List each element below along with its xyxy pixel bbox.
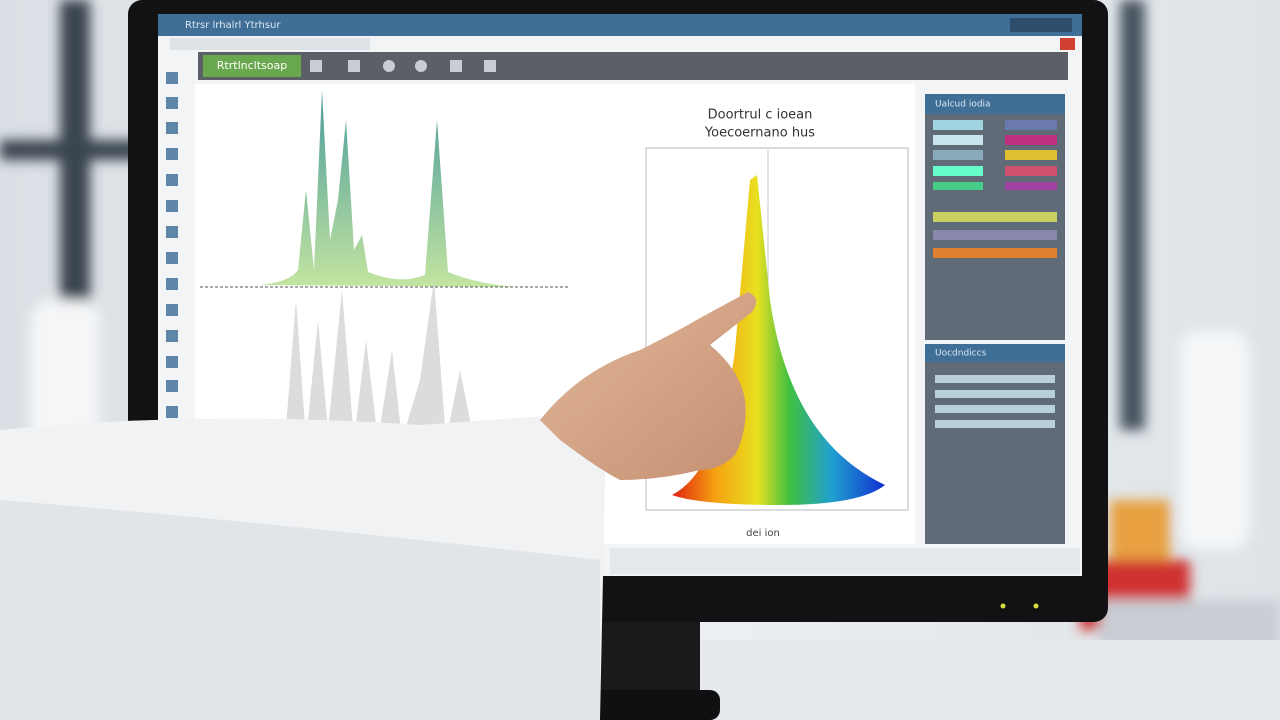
toolbar-tab[interactable] <box>203 55 301 77</box>
desk <box>700 640 1280 720</box>
chart-subtitle: Yoecoernano hus <box>704 126 815 141</box>
panel-rows <box>935 375 1055 428</box>
sidebar-icons <box>166 72 178 418</box>
window-title: Rtrsr lrhalrl Ytrhsur <box>185 20 281 31</box>
panel-header <box>925 94 1065 114</box>
panel-title: Ualcud iodia <box>935 100 991 110</box>
menu-bar <box>170 38 370 50</box>
title-bar <box>158 14 1082 36</box>
toolbar <box>198 52 1068 80</box>
close-button[interactable] <box>1060 38 1075 50</box>
spectrum-top <box>260 90 520 287</box>
status-bar <box>610 548 1080 574</box>
panel-title: Uocdndiccs <box>935 349 987 359</box>
chart-title: Doortrul c ioean <box>708 108 813 123</box>
plot-frame <box>645 147 909 511</box>
window-controls <box>1010 18 1072 32</box>
toolbar-icons <box>310 60 496 72</box>
x-axis-label: dei ion <box>746 528 780 539</box>
hand <box>540 292 757 480</box>
sleeve-shadow <box>0 500 600 720</box>
side-panel <box>925 344 1065 544</box>
panel-header <box>925 344 1065 362</box>
blurred-lab <box>0 0 1280 660</box>
led <box>1033 603 1039 609</box>
led <box>1000 603 1006 609</box>
toolbar-tab-label: Rtrtlncltsoap <box>217 59 287 72</box>
color-swatches <box>933 120 1057 258</box>
